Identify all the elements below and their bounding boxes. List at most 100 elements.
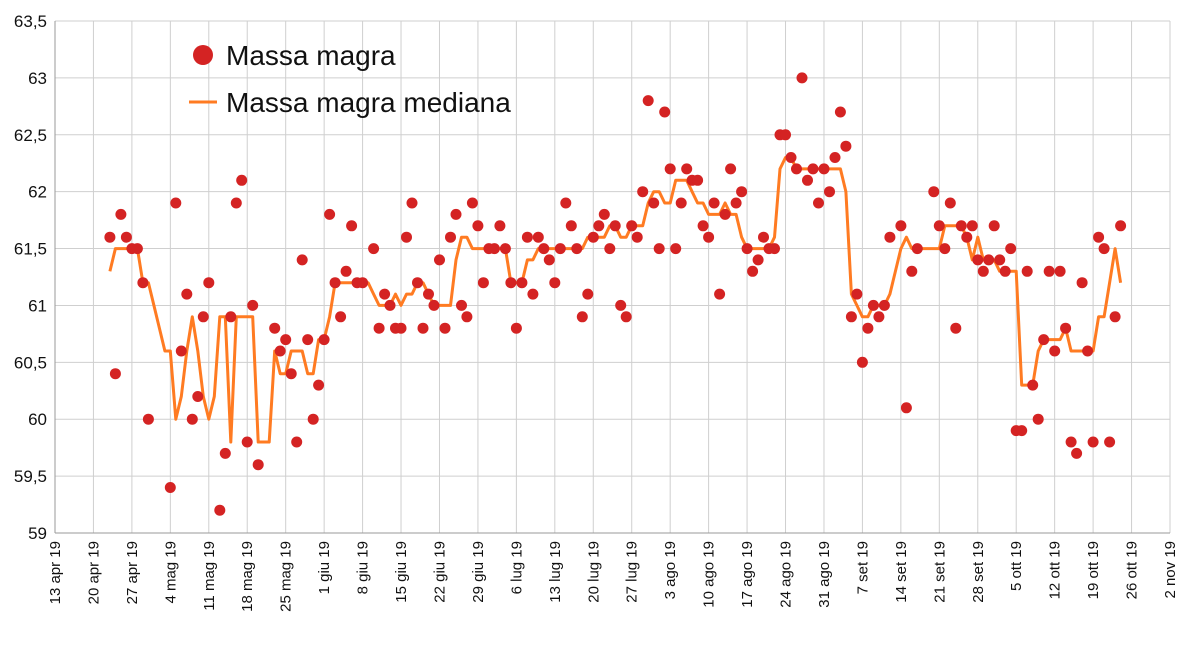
x-tick-label: 25 mag 19 [278, 541, 295, 612]
x-axis-tick-labels: 13 apr 19 20 apr 19 27 apr 19 4 mag 19 11 ma… [47, 541, 1179, 612]
data-point [1104, 436, 1116, 448]
data-point [1115, 220, 1127, 232]
data-point [291, 436, 303, 448]
data-point [999, 265, 1011, 277]
data-point [966, 220, 978, 232]
data-point [318, 334, 330, 346]
x-tick-label: 28 set 19 [970, 541, 987, 603]
data-point [285, 368, 297, 380]
data-point [505, 277, 517, 289]
data-point [675, 197, 687, 209]
data-point [615, 299, 627, 311]
data-point [225, 311, 237, 323]
data-point [977, 265, 989, 277]
data-point [840, 140, 852, 152]
data-point [1043, 265, 1055, 277]
data-point [813, 197, 824, 209]
data-point [219, 447, 231, 459]
data-point [1038, 334, 1050, 346]
data-point [269, 322, 281, 334]
legend-marker-massa-magra [193, 45, 213, 65]
median-line [108, 156, 1123, 444]
data-point [307, 413, 319, 425]
data-point [186, 413, 198, 425]
data-point [631, 231, 643, 243]
data-point [692, 174, 704, 186]
data-point [499, 243, 511, 255]
data-point [241, 436, 253, 448]
x-tick-label: 4 mag 19 [162, 541, 179, 604]
data-point [527, 288, 539, 300]
x-tick-label: 15 giu 19 [393, 541, 410, 603]
x-tick-label: 5 ott 19 [1008, 541, 1025, 591]
data-point [824, 186, 835, 198]
data-point [230, 197, 242, 209]
y-tick-label: 62 [28, 183, 47, 202]
data-point [780, 129, 791, 141]
data-point [554, 243, 566, 255]
x-tick-label: 19 ott 19 [1085, 541, 1102, 599]
y-tick-label: 60,5 [14, 353, 47, 372]
data-point [983, 254, 995, 266]
data-point [280, 334, 292, 346]
data-point [565, 220, 577, 232]
data-point [302, 334, 314, 346]
data-point [950, 322, 962, 334]
data-point [1087, 436, 1099, 448]
data-point [450, 208, 462, 220]
data-point [862, 322, 874, 334]
data-point [236, 174, 248, 186]
data-point [769, 243, 780, 255]
data-point [785, 152, 797, 163]
data-point [730, 197, 742, 209]
data-point [170, 197, 182, 209]
data-point [1082, 345, 1094, 357]
scatter-points-layer [104, 72, 1127, 516]
data-point [708, 197, 720, 209]
x-tick-label: 31 ago 19 [816, 541, 833, 608]
data-point [543, 254, 555, 266]
data-point [1109, 311, 1121, 323]
data-point [884, 231, 896, 243]
data-point [895, 220, 907, 232]
median-line-layer [108, 156, 1123, 444]
y-tick-label: 63 [28, 69, 47, 88]
data-point [104, 231, 116, 243]
data-point [532, 231, 544, 243]
data-point [521, 231, 533, 243]
data-point [120, 231, 132, 243]
data-point [197, 311, 209, 323]
data-point [807, 163, 819, 175]
data-point [856, 356, 868, 368]
data-point [164, 482, 176, 493]
data-point [137, 277, 149, 289]
data-point [445, 231, 456, 243]
data-point [428, 299, 440, 311]
x-tick-label: 12 ott 19 [1047, 541, 1064, 599]
data-point [1016, 425, 1028, 437]
data-point [1027, 379, 1039, 391]
data-point [626, 220, 638, 232]
data-point [818, 163, 830, 175]
data-point [423, 288, 434, 300]
data-point [944, 197, 956, 209]
data-point [324, 208, 336, 220]
data-point [1065, 436, 1077, 448]
data-point [560, 197, 572, 209]
data-point [752, 254, 764, 266]
data-point [747, 265, 759, 277]
data-point [681, 163, 693, 175]
data-point [670, 243, 682, 255]
data-point [741, 243, 753, 255]
data-point [395, 322, 407, 334]
data-point [401, 231, 412, 243]
legend-label-massa-magra-mediana: Massa magra mediana [226, 87, 511, 118]
data-point [878, 299, 890, 311]
data-point [873, 311, 885, 323]
x-tick-label: 13 apr 19 [47, 541, 64, 604]
data-point [252, 459, 264, 471]
data-point [247, 299, 259, 311]
data-point [851, 288, 863, 300]
y-tick-label: 59,5 [14, 467, 47, 486]
data-point [412, 277, 423, 289]
